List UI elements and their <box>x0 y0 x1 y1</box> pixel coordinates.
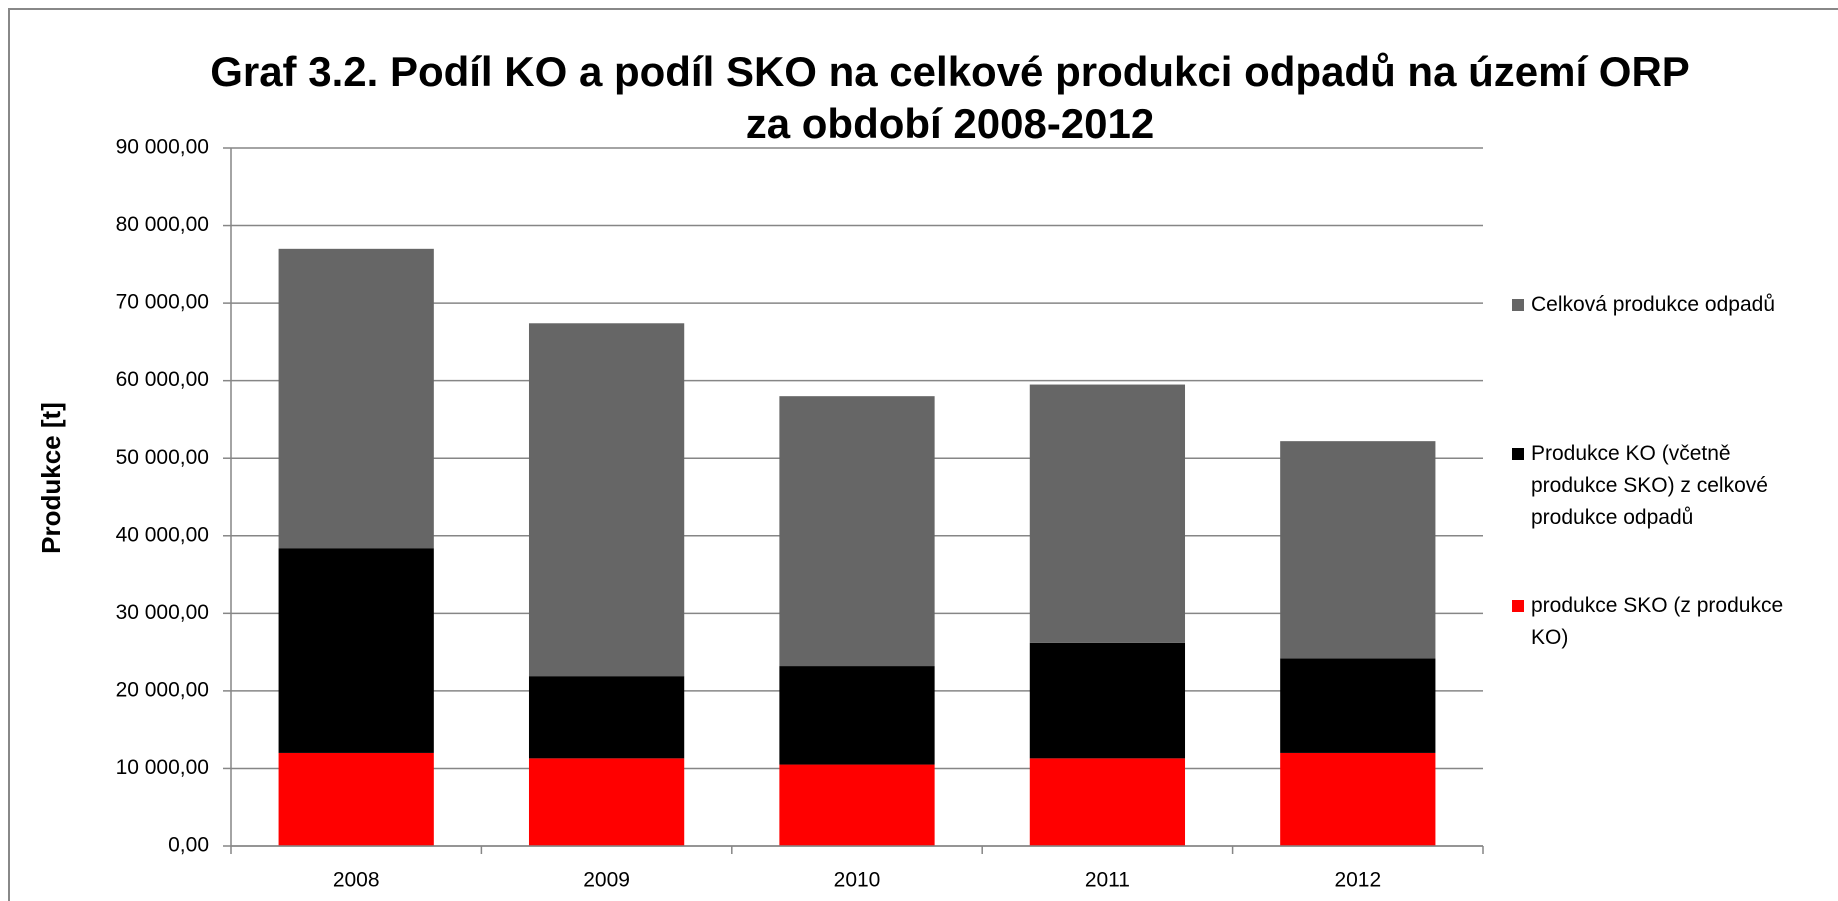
legend-label: Produkce KO (včetně produkce SKO) z celk… <box>1531 442 1768 529</box>
x-tick-label: 2012 <box>1334 869 1381 892</box>
legend-swatch <box>1512 600 1524 612</box>
y-tick-label: 80 000,00 <box>116 213 209 236</box>
legend-swatch <box>1512 448 1524 460</box>
bar-segment <box>528 758 685 846</box>
bar-segment <box>779 396 935 667</box>
bar-segment <box>1280 752 1436 846</box>
y-tick-label: 20 000,00 <box>116 678 209 701</box>
bar-segment <box>528 676 685 759</box>
bar-segment <box>779 666 935 765</box>
y-tick-label: 40 000,00 <box>116 523 209 546</box>
legend-label: produkce SKO (z produkce KO) <box>1531 594 1784 649</box>
y-tick-label: 30 000,00 <box>116 601 209 624</box>
bar-segment <box>779 764 935 846</box>
y-tick-label: 70 000,00 <box>116 291 209 314</box>
y-axis-label: Produkce [t] <box>36 402 66 554</box>
y-tick-label: 10 000,00 <box>116 756 209 779</box>
x-tick-label: 2008 <box>333 869 380 892</box>
y-tick-label: 60 000,00 <box>116 368 209 391</box>
legend-label: Celková produkce odpadů <box>1531 293 1776 316</box>
x-tick-label: 2011 <box>1085 869 1130 892</box>
bar-segment <box>1280 658 1436 753</box>
bar-segment <box>1029 758 1186 846</box>
bar-segment <box>278 752 434 846</box>
x-tick-label: 2009 <box>583 869 630 892</box>
bar-segment <box>528 323 685 677</box>
y-tick-label: 50 000,00 <box>116 446 209 469</box>
bar-segment <box>1029 384 1186 643</box>
bar-segment <box>278 548 434 753</box>
legend-swatch <box>1512 299 1524 311</box>
bar-segment <box>278 248 434 549</box>
y-tick-label: 90 000,00 <box>116 136 209 159</box>
x-tick-label: 2010 <box>834 869 881 892</box>
chart-title: Graf 3.2. Podíl KO a podíl SKO na celkov… <box>210 48 1690 147</box>
y-tick-label: 0,00 <box>168 834 209 857</box>
bar-segment <box>1029 642 1186 759</box>
bar-segment <box>1280 441 1436 659</box>
